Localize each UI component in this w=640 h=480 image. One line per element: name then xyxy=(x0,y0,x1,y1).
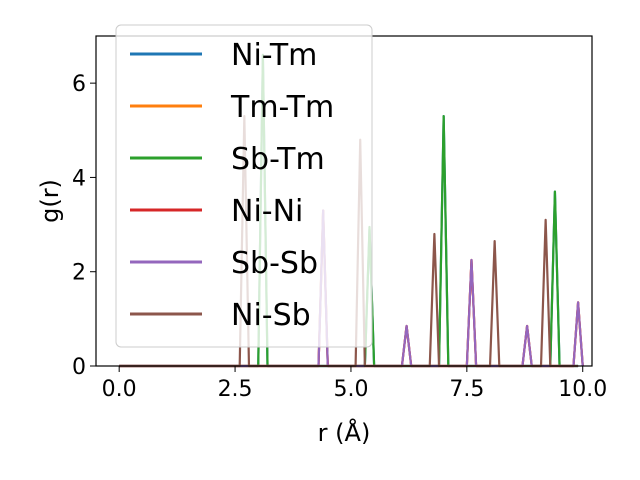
x-tick-label: 0.0 xyxy=(102,377,137,402)
x-tick-label: 7.5 xyxy=(449,377,484,402)
legend: Ni-Tm Tm-Tm Sb-Tm Ni-Ni Sb-Sb Ni-Sb xyxy=(115,24,373,348)
legend-label: Ni-Ni xyxy=(231,194,303,229)
x-axis: 0.0 2.5 5.0 7.5 10.0 xyxy=(102,366,607,402)
legend-label: Tm-Tm xyxy=(230,90,334,125)
x-tick-label: 2.5 xyxy=(218,377,253,402)
x-axis-label: r (Å) xyxy=(318,418,371,447)
legend-label: Ni-Tm xyxy=(231,38,317,73)
legend-label: Sb-Tm xyxy=(231,142,325,177)
y-tick-label: 4 xyxy=(72,166,86,191)
y-axis: 0 2 4 6 xyxy=(72,72,96,380)
legend-label: Ni-Sb xyxy=(231,298,311,333)
y-tick-label: 2 xyxy=(72,261,86,286)
y-tick-label: 6 xyxy=(72,72,86,97)
legend-label: Sb-Sb xyxy=(231,246,318,281)
x-tick-label: 10.0 xyxy=(558,377,607,402)
y-axis-label: g(r) xyxy=(36,179,64,223)
y-tick-label: 0 xyxy=(72,355,86,380)
x-tick-label: 5.0 xyxy=(333,377,368,402)
